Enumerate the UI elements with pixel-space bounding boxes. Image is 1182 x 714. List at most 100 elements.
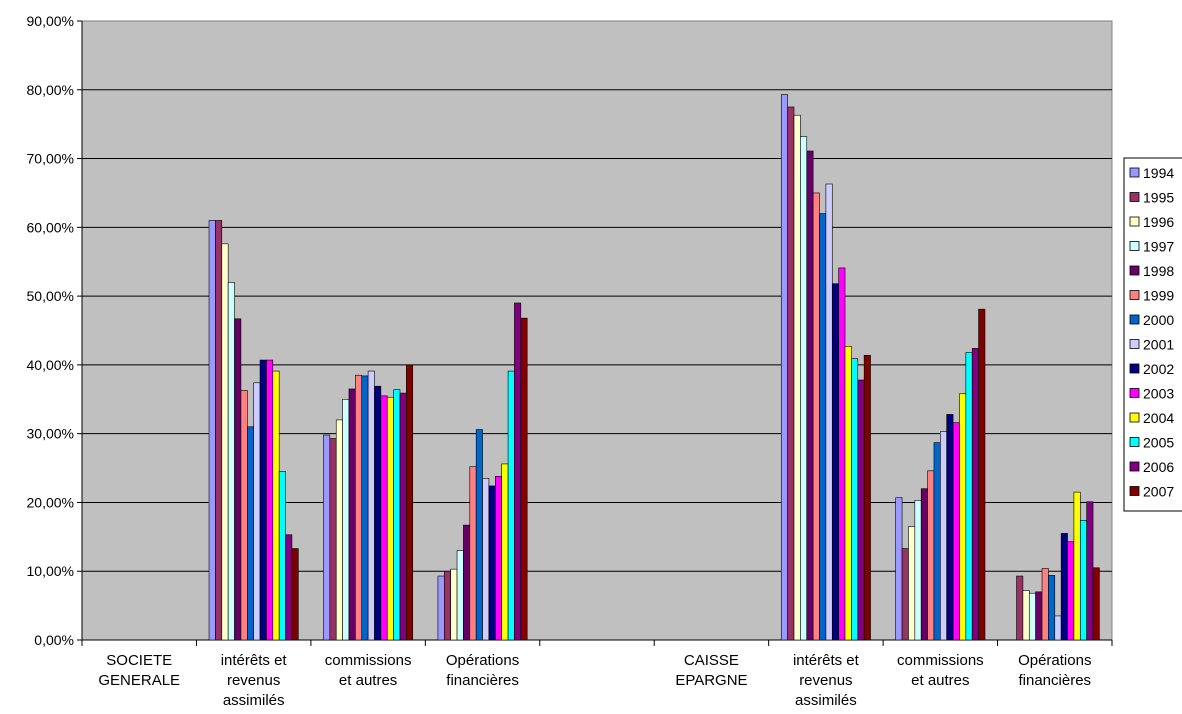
- bar-1995: [215, 220, 223, 641]
- x-tick-label: Opérations: [1018, 652, 1091, 669]
- bar-1996: [450, 568, 458, 641]
- legend-label: 1999: [1143, 288, 1174, 304]
- bar-2000: [361, 375, 369, 641]
- y-tick-label: 90,00%: [27, 13, 74, 29]
- bar-2006: [399, 392, 407, 641]
- x-tick-label: EPARGNE: [675, 672, 747, 689]
- legend-swatch-1998: [1129, 265, 1140, 276]
- legend-swatch-2001: [1129, 339, 1140, 349]
- bar-2001: [1054, 615, 1062, 641]
- bar-1997: [342, 398, 350, 641]
- y-tick-label: 70,00%: [27, 151, 74, 167]
- legend-label: 1994: [1143, 165, 1174, 181]
- bar-1998: [920, 488, 928, 641]
- bar-1996: [335, 419, 343, 641]
- x-tick-label: CAISSE: [684, 652, 739, 669]
- x-tick-label: financières: [1019, 672, 1092, 689]
- bar-2007: [978, 308, 986, 641]
- legend-swatch-1995: [1129, 192, 1140, 202]
- legend-swatch-2002: [1129, 363, 1140, 374]
- x-tick-label: assimilés: [795, 692, 857, 709]
- bar-1999: [469, 466, 477, 641]
- x-tick-label: financières: [446, 672, 519, 689]
- bar-2002: [1060, 533, 1068, 641]
- bar-2006: [857, 379, 865, 641]
- bar-1999: [240, 390, 248, 641]
- bar-2004: [1073, 491, 1081, 641]
- bar-2006: [971, 348, 979, 641]
- x-tick-label: intérêts et: [221, 652, 288, 669]
- bar-1997: [800, 136, 808, 641]
- bar-1997: [914, 500, 922, 641]
- bar-1999: [812, 192, 820, 641]
- legend-label: 2005: [1143, 435, 1174, 451]
- bar-1997: [456, 550, 464, 641]
- bar-1994: [208, 220, 216, 641]
- bar-1996: [1022, 590, 1030, 641]
- bar-2002: [259, 359, 267, 641]
- bar-1994: [895, 497, 903, 641]
- bar-2001: [825, 183, 833, 641]
- bar-2006: [285, 534, 293, 641]
- legend-label: 2004: [1143, 410, 1174, 426]
- bar-2006: [1086, 501, 1094, 641]
- bar-1995: [901, 548, 909, 641]
- bar-1999: [355, 374, 363, 641]
- bar-1999: [1041, 568, 1049, 641]
- y-tick-label: 20,00%: [27, 494, 74, 510]
- bar-2003: [838, 267, 846, 641]
- bar-2001: [253, 382, 261, 641]
- bar-1994: [437, 575, 445, 641]
- bar-2004: [959, 393, 967, 641]
- bar-2000: [475, 429, 483, 641]
- legend-swatch-2003: [1129, 388, 1140, 398]
- x-tick-label: commissions: [897, 652, 984, 669]
- legend-swatch-2004: [1129, 412, 1140, 423]
- bar-2000: [819, 213, 827, 641]
- bar-1999: [927, 470, 935, 641]
- y-tick-label: 60,00%: [27, 219, 74, 235]
- bar-2007: [1092, 567, 1100, 641]
- x-tick-label: revenus: [227, 672, 280, 689]
- x-tick-label: assimilés: [223, 692, 285, 709]
- y-tick-label: 50,00%: [27, 288, 74, 304]
- bar-2005: [851, 358, 859, 641]
- bar-1998: [463, 524, 471, 641]
- bar-2007: [291, 548, 299, 641]
- bar-2002: [488, 485, 496, 641]
- bar-2007: [863, 354, 871, 641]
- bar-2003: [380, 395, 388, 641]
- legend-swatch-2000: [1129, 314, 1140, 325]
- bar-2001: [482, 478, 490, 641]
- bar-1997: [227, 282, 235, 641]
- y-tick-label: 30,00%: [27, 426, 74, 442]
- legend-swatch-1996: [1129, 216, 1140, 227]
- bar-1995: [1016, 575, 1024, 641]
- bar-2005: [278, 471, 286, 641]
- bar-2005: [507, 370, 515, 641]
- bar-2003: [1067, 541, 1075, 641]
- bar-1995: [787, 106, 795, 641]
- legend-label: 2001: [1143, 337, 1174, 353]
- x-tick-label: commissions: [325, 652, 412, 669]
- bar-2005: [393, 389, 401, 641]
- x-tick-label: Opérations: [446, 652, 519, 669]
- y-tick-label: 40,00%: [27, 357, 74, 373]
- bar-2003: [266, 359, 274, 641]
- bar-1998: [348, 388, 356, 641]
- bar-2006: [514, 302, 522, 641]
- x-tick-label: revenus: [799, 672, 852, 689]
- bar-2000: [933, 442, 941, 641]
- x-tick-label: et autres: [339, 672, 397, 689]
- legend-label: 2003: [1143, 386, 1174, 402]
- bar-2002: [946, 414, 954, 641]
- bar-1998: [806, 150, 814, 641]
- legend-swatch-1999: [1129, 290, 1140, 300]
- bar-1994: [780, 94, 788, 641]
- x-tick-label: et autres: [911, 672, 969, 689]
- bar-1996: [908, 526, 916, 641]
- bar-2005: [965, 352, 973, 641]
- y-tick-label: 0,00%: [34, 632, 74, 648]
- legend-label: 1997: [1143, 239, 1174, 255]
